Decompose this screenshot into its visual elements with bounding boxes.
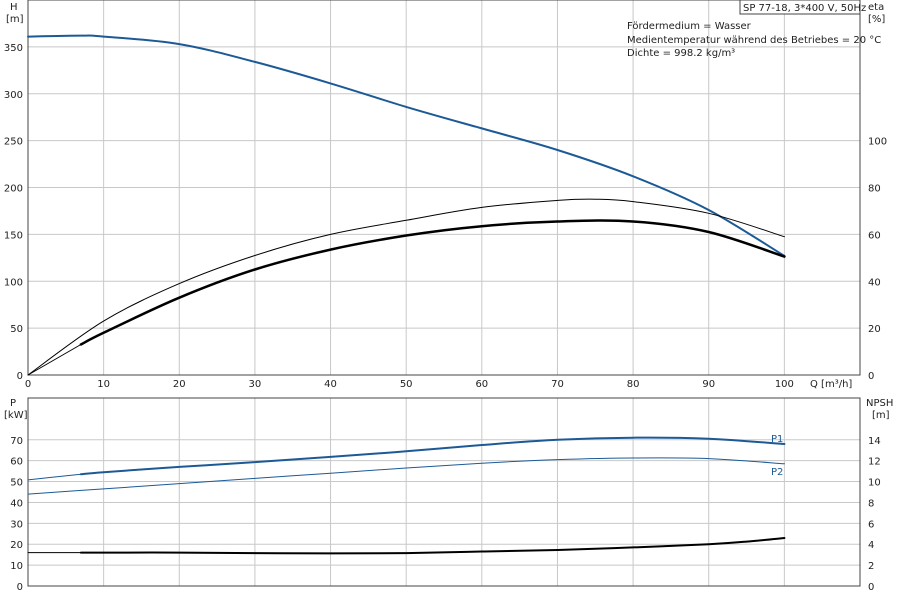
panel-power-npsh: 0 10 20 30 40 50 60 70 0 2 4 6 8 10 12 14 P [kW] NPSH [… — [4, 397, 893, 593]
info-line-temperature: Medientemperatur während des Betriebes =… — [627, 35, 881, 46]
y-right-tick-label: 12 — [868, 457, 881, 468]
y-left-tick-label: 30 — [10, 519, 23, 530]
y-right-tick-label: 100 — [868, 137, 887, 148]
y-left-tick-label: 150 — [4, 230, 23, 241]
y-left-tick-label: 10 — [10, 561, 23, 572]
y-left-axis-name: P — [10, 398, 16, 409]
y-left-tick-label: 350 — [4, 43, 23, 54]
y-right-tick-label: 8 — [868, 498, 874, 509]
x-tick-label: 100 — [775, 379, 794, 390]
y-left-axis-unit: [kW] — [4, 410, 28, 421]
x-tick-label: 20 — [173, 379, 186, 390]
series-lines — [27, 34, 786, 376]
y-right-tick-label: 80 — [868, 184, 881, 195]
series-label-p1: P1 — [771, 434, 783, 445]
series-line-0-1 — [27, 35, 82, 38]
y-left-tick-label: 300 — [4, 90, 23, 101]
plot-frame — [27, 0, 861, 376]
y-right-tick-label: 0 — [868, 582, 874, 593]
y-right-tick-label: 60 — [868, 230, 881, 241]
series-line-0-0 — [27, 34, 786, 257]
x-tick-label: 0 — [25, 379, 31, 390]
y-left-tick-label: 50 — [10, 478, 23, 489]
y-left-tick-label: 200 — [4, 184, 23, 195]
x-axis-label: Q [m³/h] — [810, 379, 852, 390]
y-right-tick-label: 10 — [868, 478, 881, 489]
series-line-1-2 — [27, 457, 785, 495]
y-right-tick-label: 0 — [868, 371, 874, 382]
y-left-axis-unit: [m] — [6, 14, 24, 25]
y-left-tick-label: 0 — [17, 582, 23, 593]
y-right-axis-unit: [m] — [872, 410, 890, 421]
y-right-axis-unit: [%] — [868, 14, 885, 25]
axis-ticks: 0 10 20 30 40 50 60 70 80 90 100050100150200250300… — [4, 43, 887, 390]
x-tick-label: 80 — [627, 379, 640, 390]
info-line-density: Dichte = 998.2 kg/m³ — [627, 48, 735, 59]
series-label-p2: P2 — [771, 467, 783, 478]
x-tick-label: 90 — [702, 379, 715, 390]
y-left-tick-label: 50 — [10, 324, 23, 335]
x-tick-label: 30 — [249, 379, 262, 390]
y-left-tick-label: 20 — [10, 540, 23, 551]
y-left-tick-label: 60 — [10, 457, 23, 468]
y-right-tick-label: 40 — [868, 277, 881, 288]
x-tick-label: 60 — [475, 379, 488, 390]
series-line-0-3 — [79, 219, 786, 346]
title-box — [739, 0, 861, 15]
x-tick-label: 40 — [324, 379, 337, 390]
series-lines — [27, 436, 786, 555]
series-line-0-2 — [27, 198, 785, 376]
x-tick-label: 10 — [97, 379, 110, 390]
y-right-tick-label: 20 — [868, 324, 881, 335]
y-left-tick-label: 40 — [10, 498, 23, 509]
series-line-0-4 — [27, 344, 82, 376]
plot-frame — [27, 397, 861, 587]
grid-lines — [27, 397, 861, 587]
y-right-tick-label: 6 — [868, 519, 874, 530]
y-left-tick-label: 250 — [4, 137, 23, 148]
series-line-1-3 — [79, 537, 786, 555]
series-line-1-0 — [79, 436, 786, 476]
axis-ticks: 0 10 20 30 40 50 60 70 0 2 4 6 8 10 12 14 — [10, 436, 880, 593]
y-right-tick-label: 4 — [868, 540, 874, 551]
y-left-tick-label: 100 — [4, 277, 23, 288]
chart-title: SP 77-18, 3*400 V, 50Hz — [743, 3, 866, 14]
y-right-tick-label: 14 — [868, 436, 881, 447]
x-tick-label: 50 — [400, 379, 413, 390]
x-tick-label: 70 — [551, 379, 564, 390]
y-right-axis-name: NPSH — [866, 398, 893, 409]
y-left-tick-label: 0 — [17, 371, 23, 382]
y-left-axis-name: H — [10, 2, 18, 13]
panel-head-efficiency: 0 10 20 30 40 50 60 70 80 90 100050100150200250300… — [4, 0, 887, 390]
y-left-tick-label: 70 — [10, 436, 23, 447]
info-line-medium: Fördermedium = Wasser — [627, 21, 752, 32]
y-right-axis-name: eta — [868, 2, 884, 13]
series-line-1-1 — [27, 473, 82, 481]
y-right-tick-label: 2 — [868, 561, 874, 572]
